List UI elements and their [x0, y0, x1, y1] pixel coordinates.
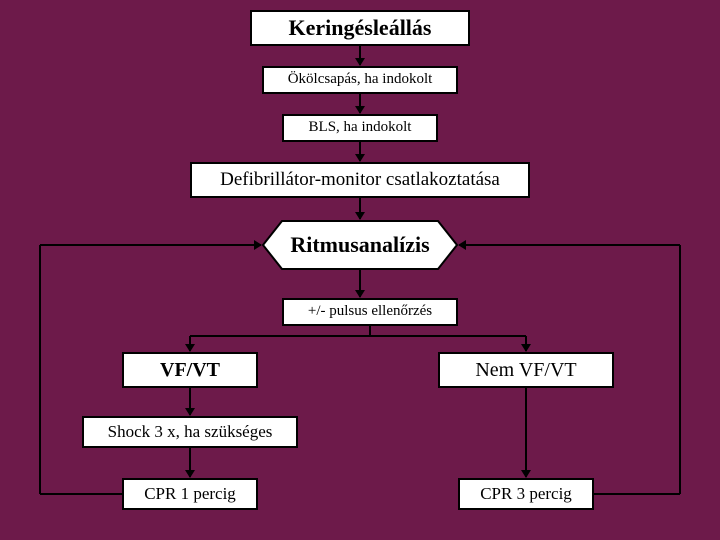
node-n3-label: Defibrillátor-monitor csatlakoztatása: [220, 169, 500, 191]
node-right1: Nem VF/VT: [438, 352, 614, 388]
node-title-label: Keringésleállás: [289, 15, 432, 40]
node-n2: BLS, ha indokolt: [282, 114, 438, 142]
node-n2-label: BLS, ha indokolt: [309, 119, 412, 136]
node-n3: Defibrillátor-monitor csatlakoztatása: [190, 162, 530, 198]
node-title: Keringésleállás: [250, 10, 470, 46]
node-right1-label: Nem VF/VT: [475, 359, 576, 382]
node-right2: CPR 3 percig: [458, 478, 594, 510]
node-hex: Ritmusanalízis: [262, 220, 458, 270]
node-left3: CPR 1 percig: [122, 478, 258, 510]
node-left2: Shock 3 x, ha szükséges: [82, 416, 298, 448]
node-left2-label: Shock 3 x, ha szükséges: [108, 422, 273, 442]
node-left3-label: CPR 1 percig: [144, 484, 236, 504]
node-n4-label: +/- pulsus ellenőrzés: [308, 303, 432, 320]
node-n1: Ökölcsapás, ha indokolt: [262, 66, 458, 94]
node-right2-label: CPR 3 percig: [480, 484, 572, 504]
node-n1-label: Ökölcsapás, ha indokolt: [288, 71, 433, 88]
node-left1-label: VF/VT: [160, 359, 220, 382]
node-left1: VF/VT: [122, 352, 258, 388]
node-hex-label: Ritmusanalízis: [290, 232, 429, 258]
node-n4: +/- pulsus ellenőrzés: [282, 298, 458, 326]
